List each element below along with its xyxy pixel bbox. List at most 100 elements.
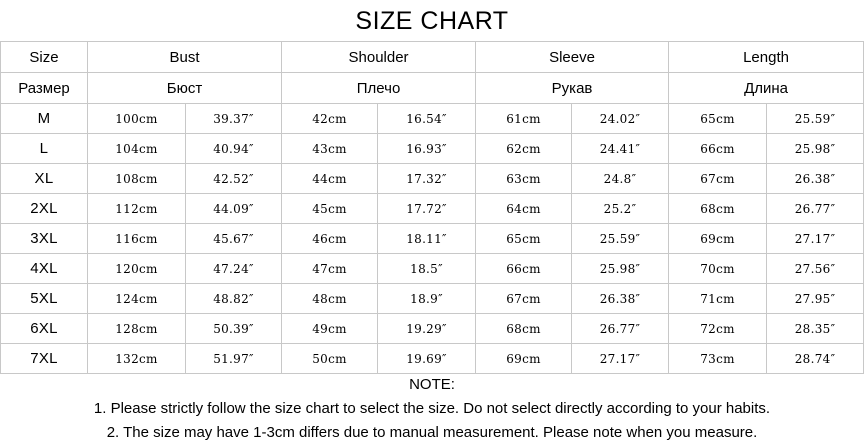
header-row-russian: Размер Бюст Плечо Рукав Длина (0, 72, 864, 104)
measure-cell: 28.74″ (766, 343, 864, 374)
table-row: 6XL 128cm 50.39″ 49cm 19.29″ 68cm 26.77″ 72cm 28… (0, 313, 864, 344)
table-row: 3XL 116cm 45.67″ 46cm 18.11″ 65cm 25.59″ 69cm 27… (0, 223, 864, 254)
measure-cell: 43cm (281, 133, 379, 164)
measure-cell: 19.29″ (377, 313, 477, 344)
measure-cell: 42.52″ (184, 163, 283, 194)
table-row: XL 108cm 42.52″ 44cm 17.32″ 63cm 24.8″ 67cm 26.3… (0, 163, 864, 194)
measure-cell: 120cm (87, 253, 186, 284)
header-sleeve-ru: Рукав (475, 72, 670, 104)
measure-cell: 27.17″ (571, 343, 670, 374)
measure-cell: 64cm (475, 193, 573, 224)
measure-cell: 28.35″ (766, 313, 864, 344)
chart-title: SIZE CHART (355, 7, 509, 35)
measure-cell: 104cm (87, 133, 186, 164)
table-row: 7XL 132cm 51.97″ 50cm 19.69″ 69cm 27.17″ 73cm 28… (0, 343, 864, 374)
measure-cell: 47cm (281, 253, 379, 284)
measure-cell: 66cm (668, 133, 768, 164)
measure-cell: 44.09″ (184, 193, 283, 224)
size-cell: 4XL (0, 253, 88, 284)
measure-cell: 25.98″ (766, 133, 864, 164)
measure-cell: 63cm (475, 163, 573, 194)
size-cell: 7XL (0, 343, 88, 374)
measure-cell: 69cm (668, 223, 768, 254)
measure-cell: 18.5″ (377, 253, 477, 284)
header-bust: Bust (86, 41, 283, 73)
measure-cell: 67cm (668, 163, 768, 194)
measure-cell: 26.77″ (571, 313, 670, 344)
measure-cell: 45cm (281, 193, 379, 224)
measure-cell: 39.37″ (184, 103, 283, 134)
measure-cell: 48.82″ (184, 283, 283, 314)
measure-cell: 124cm (87, 283, 186, 314)
size-cell: 3XL (0, 223, 88, 254)
measure-cell: 25.98″ (571, 253, 670, 284)
measure-cell: 26.77″ (766, 193, 864, 224)
measure-cell: 24.8″ (571, 163, 670, 194)
measure-cell: 16.93″ (377, 133, 477, 164)
measure-cell: 128cm (87, 313, 186, 344)
table-row: 4XL 120cm 47.24″ 47cm 18.5″ 66cm 25.98″ 70cm 27.… (0, 253, 864, 284)
measure-cell: 51.97″ (184, 343, 283, 374)
measure-cell: 27.56″ (766, 253, 864, 284)
measure-cell: 69cm (475, 343, 573, 374)
measure-cell: 17.32″ (377, 163, 477, 194)
measure-cell: 48cm (281, 283, 379, 314)
notes-section: NOTE: 1. Please strictly follow the size… (0, 373, 864, 445)
measure-cell: 61cm (475, 103, 573, 134)
header-size-ru: Размер (0, 72, 88, 104)
measure-cell: 116cm (87, 223, 186, 254)
measure-cell: 71cm (668, 283, 768, 314)
measure-cell: 25.59″ (571, 223, 670, 254)
measure-cell: 24.02″ (571, 103, 670, 134)
measure-cell: 67cm (475, 283, 573, 314)
measure-cell: 24.41″ (571, 133, 670, 164)
note-line: 1. Please strictly follow the size chart… (93, 400, 771, 417)
measure-cell: 47.24″ (184, 253, 283, 284)
measure-cell: 68cm (668, 193, 768, 224)
measure-cell: 68cm (475, 313, 573, 344)
measure-cell: 25.59″ (766, 103, 864, 134)
header-length: Length (668, 41, 864, 73)
table-row: 5XL 124cm 48.82″ 48cm 18.9″ 67cm 26.38″ 71cm 27.… (0, 283, 864, 314)
size-cell: M (0, 103, 88, 134)
measure-cell: 46cm (281, 223, 379, 254)
measure-cell: 65cm (668, 103, 768, 134)
measure-cell: 108cm (87, 163, 186, 194)
header-size: Size (0, 41, 88, 73)
header-length-ru: Длина (668, 72, 864, 104)
size-cell: XL (0, 163, 88, 194)
measure-cell: 66cm (475, 253, 573, 284)
size-table: Size Bust Shoulder Sleeve Length Размер … (0, 41, 864, 374)
measure-cell: 100cm (87, 103, 186, 134)
measure-cell: 73cm (668, 343, 768, 374)
measure-cell: 18.11″ (377, 223, 477, 254)
measure-cell: 42cm (281, 103, 379, 134)
table-row: M 100cm 39.37″ 42cm 16.54″ 61cm 24.02″ 65cm 25.5… (0, 103, 864, 134)
size-cell: L (0, 133, 88, 164)
size-cell: 2XL (0, 193, 88, 224)
measure-cell: 70cm (668, 253, 768, 284)
measure-cell: 26.38″ (571, 283, 670, 314)
measure-cell: 17.72″ (377, 193, 477, 224)
measure-cell: 50cm (281, 343, 379, 374)
measure-cell: 40.94″ (184, 133, 283, 164)
measure-cell: 49cm (281, 313, 379, 344)
measure-cell: 62cm (475, 133, 573, 164)
header-bust-ru: Бюст (86, 72, 283, 104)
measure-cell: 112cm (87, 193, 186, 224)
measure-cell: 44cm (281, 163, 379, 194)
measure-cell: 27.17″ (766, 223, 864, 254)
notes-heading: NOTE: (409, 376, 455, 393)
header-shoulder-ru: Плечо (281, 72, 477, 104)
size-cell: 5XL (0, 283, 88, 314)
measure-cell: 18.9″ (377, 283, 477, 314)
header-row-english: Size Bust Shoulder Sleeve Length (0, 41, 864, 73)
measure-cell: 16.54″ (377, 103, 477, 134)
measure-cell: 19.69″ (377, 343, 477, 374)
measure-cell: 132cm (87, 343, 186, 374)
measure-cell: 25.2″ (571, 193, 670, 224)
header-shoulder: Shoulder (281, 41, 477, 73)
header-sleeve: Sleeve (475, 41, 670, 73)
table-row: L 104cm 40.94″ 43cm 16.93″ 62cm 24.41″ 66cm 25.9… (0, 133, 864, 164)
measure-cell: 26.38″ (766, 163, 864, 194)
